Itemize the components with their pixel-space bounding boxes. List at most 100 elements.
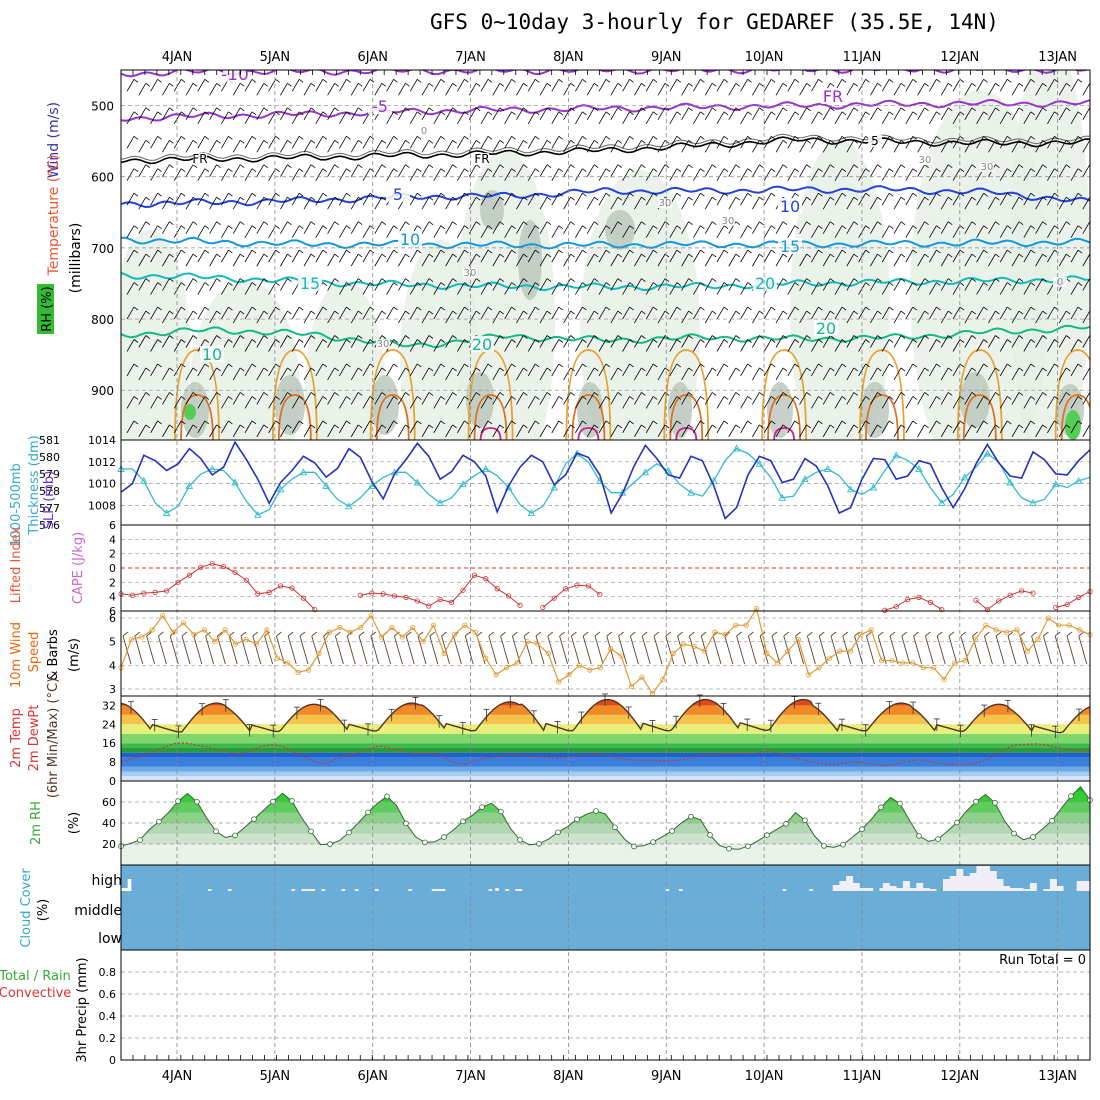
wind-barb [386, 282, 394, 295]
wind-barb [251, 396, 257, 400]
contour-label: -10 [221, 65, 249, 85]
wind-barb [617, 107, 623, 112]
wind-barb [551, 225, 560, 238]
wind-barb [315, 420, 324, 434]
wind-barb [464, 420, 469, 425]
series-line-li [360, 574, 521, 607]
wind-barb [204, 225, 210, 229]
cloud-gap-bar [1009, 888, 1014, 891]
wind-barb [428, 335, 434, 339]
thickness-point [892, 451, 900, 459]
wind-barb [728, 335, 737, 348]
ytick-label: 16 [102, 737, 116, 750]
wind-barb [1082, 367, 1090, 381]
wind-barb [1023, 339, 1032, 352]
wind-barb [1077, 420, 1083, 425]
wind-barb [492, 221, 501, 234]
wind-barb [263, 335, 269, 339]
ytick-label: 1014 [88, 434, 116, 447]
wind-barb [988, 253, 996, 267]
cloud-gap-bar [1043, 889, 1047, 891]
wind-barb [834, 306, 843, 320]
wind-barb [516, 253, 524, 267]
wind-barb [657, 367, 666, 381]
chart-title: GFS 0~10day 3-hourly for GEDAREF (35.5E,… [430, 10, 999, 34]
wind-barb [280, 221, 288, 234]
wind-barb [728, 367, 737, 381]
wind-barb [770, 249, 776, 254]
wind-barb [527, 225, 536, 238]
wind-barb [445, 83, 453, 96]
wind-barb [806, 278, 811, 282]
wind-barb [209, 83, 217, 96]
wind-barb [1023, 192, 1032, 206]
wind-barb [652, 135, 658, 140]
wind-barb [162, 83, 170, 96]
wind-barb [386, 79, 394, 92]
wind-barb [492, 424, 501, 438]
panel-frame [120, 439, 1091, 526]
wind-barb [374, 140, 383, 153]
li-point [232, 569, 238, 575]
wind-barb-10m [866, 631, 872, 637]
wind-point [222, 627, 228, 633]
ytick-label: 579 [39, 468, 60, 481]
wind-barb [735, 253, 741, 258]
contour-label-bg [778, 238, 802, 254]
wind-barb [829, 139, 835, 144]
wind-barb [480, 396, 489, 409]
wind-barb [452, 367, 457, 372]
cloud-gap-bar [1026, 889, 1031, 891]
wind-barb-10m [995, 635, 1005, 665]
rh-shading [1010, 70, 1090, 440]
wind-barb [700, 306, 705, 311]
wind-barb [409, 136, 418, 149]
wind-barb-10m [901, 631, 908, 637]
wind-barb [480, 249, 489, 263]
wind-barb [150, 192, 158, 206]
wind-barb [811, 225, 819, 238]
wind-barb [350, 392, 359, 405]
wind-barb [877, 392, 882, 396]
wind-barb [499, 392, 505, 396]
wind-barb [374, 164, 383, 177]
wind-barb [704, 278, 713, 291]
wind-barb [657, 424, 666, 438]
wind-barb [197, 111, 206, 125]
wind-barb [251, 192, 257, 197]
wind-barb [162, 392, 170, 405]
wind-barb [794, 168, 800, 173]
wind-barb [799, 310, 807, 324]
wind-barb [386, 339, 394, 352]
wind-barb [747, 79, 752, 83]
wind-barb [605, 396, 611, 400]
wind-barb [964, 310, 973, 324]
ylabel: (%) [36, 899, 51, 922]
wind-barb [818, 282, 823, 286]
wind-barb [322, 306, 328, 311]
day-label-bottom: 8JAN [553, 1069, 584, 1084]
wind-barb [676, 225, 682, 229]
wind-barb [516, 367, 524, 381]
wind-barb [1077, 168, 1083, 173]
wind-barb [303, 424, 312, 438]
wind-barb [150, 363, 158, 377]
wind-barb [268, 363, 276, 377]
wind-barb [1077, 192, 1083, 197]
wind-barb [865, 282, 870, 286]
wind-barb [445, 140, 453, 153]
wind-barb [652, 363, 658, 368]
wind-barb-10m [169, 635, 179, 665]
wind-barb [185, 335, 194, 348]
wind-barb [291, 79, 300, 92]
wind-barb [1030, 420, 1036, 425]
contour-label: FR [823, 87, 843, 106]
wind-barb [357, 196, 363, 201]
temp-band [121, 771, 1090, 777]
wind-barb [723, 420, 729, 425]
wind-barb [598, 168, 607, 181]
wind-barb [239, 310, 245, 315]
wind-barb [386, 136, 394, 149]
wind-barb [641, 253, 646, 258]
wind-barb [298, 111, 304, 116]
